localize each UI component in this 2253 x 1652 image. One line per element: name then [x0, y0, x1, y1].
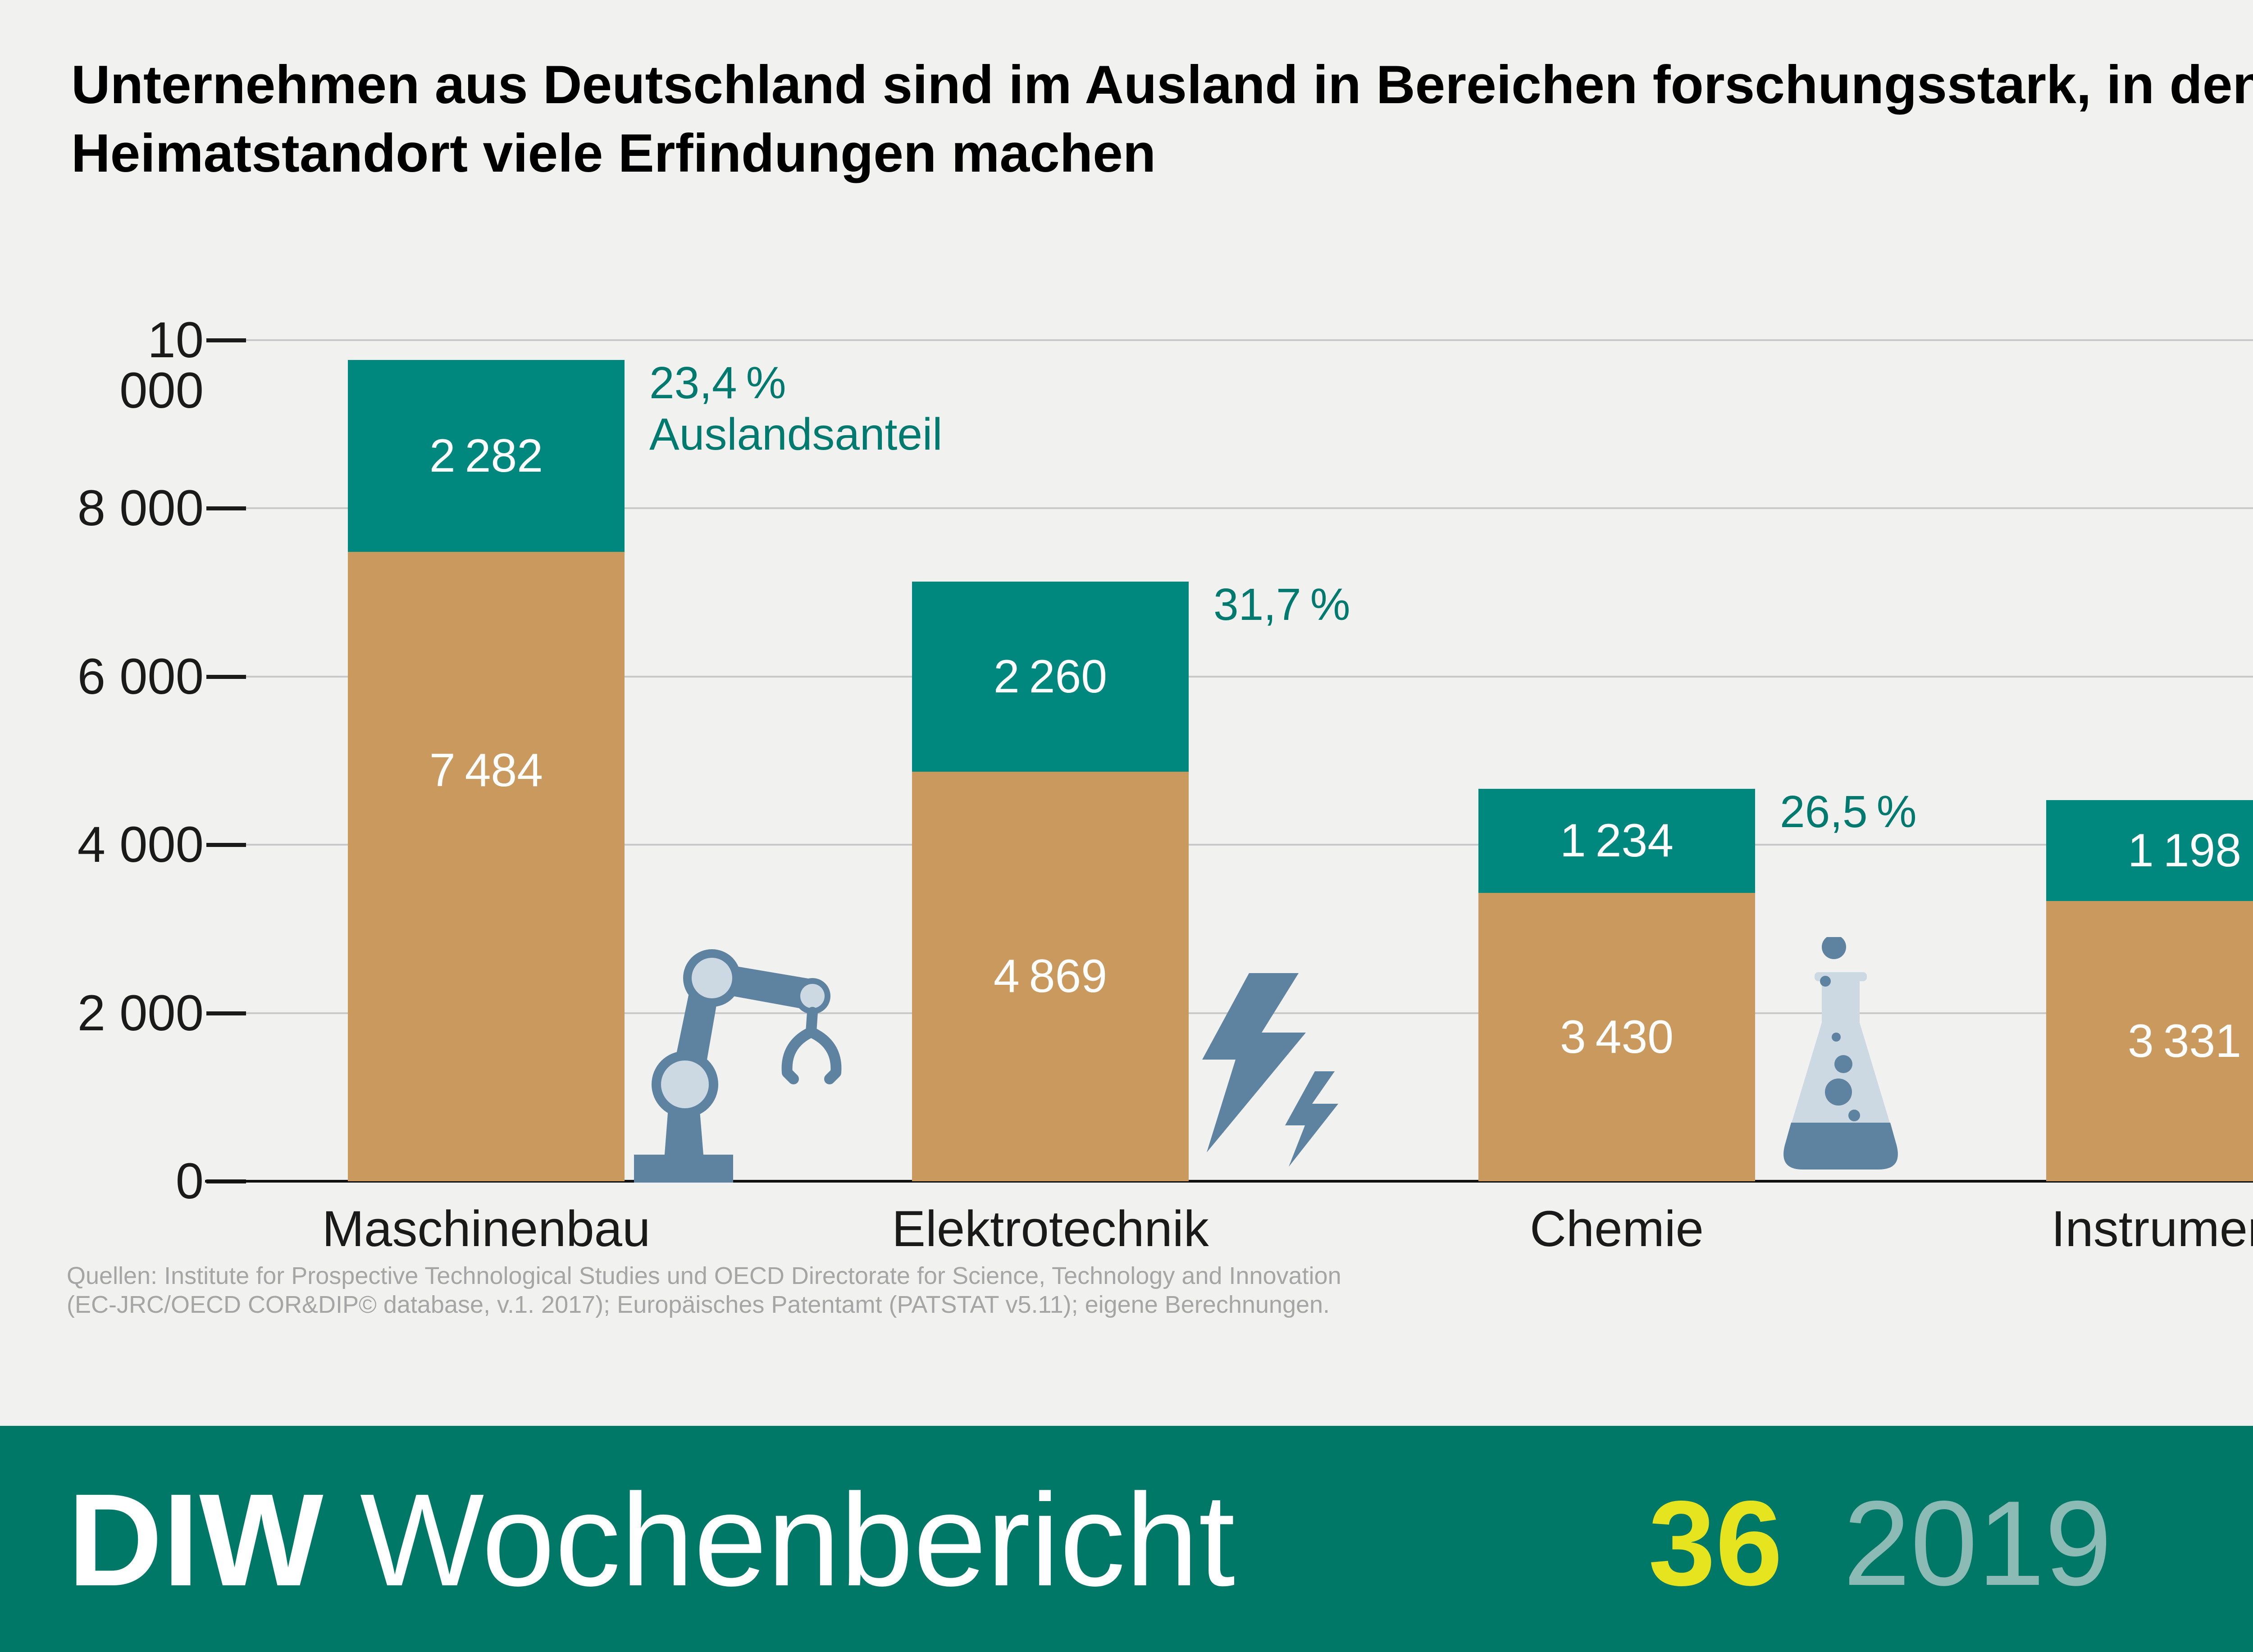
- bar-deutschland-0: [348, 551, 625, 1181]
- category-label-0: Maschinenbau: [322, 1201, 651, 1257]
- category-label-1: Elektrotechnik: [892, 1201, 1209, 1257]
- pct-annotation-note: Auslandsanteil: [649, 409, 943, 460]
- chart-title-line1: Unternehmen aus Deutschland sind im Ausl…: [71, 55, 2253, 115]
- footer-band: [0, 1426, 2253, 1652]
- pct-annotation-2: 26,5 %: [1780, 787, 1917, 837]
- ytick-dash-2000: [206, 1011, 246, 1015]
- value-deutschland-2: 3 430: [1560, 1010, 1674, 1063]
- bar-deutschland-3: [2046, 901, 2253, 1181]
- bar-ausland-3: [2046, 800, 2253, 901]
- value-ausland-0: 2 282: [429, 429, 543, 482]
- footer-wordmark: DIW Wochenbericht: [68, 1472, 1235, 1607]
- footer-issue: 36 2019: [1648, 1481, 2112, 1605]
- bar-deutschland-2: [1478, 892, 1755, 1181]
- gridline-6000: [246, 675, 2253, 678]
- robot-arm-icon: [634, 949, 842, 1183]
- gridline-4000: [246, 844, 2253, 846]
- ytick-dash-6000: [206, 674, 246, 679]
- flask-icon: [1783, 937, 1898, 1170]
- source-note: Quellen: Institute for Prospective Techn…: [67, 1261, 1341, 1319]
- issue-number: 36: [1648, 1475, 1783, 1611]
- ytick-dash-8000: [206, 506, 246, 511]
- ytick-label-8000: 8 000: [77, 480, 204, 537]
- value-deutschland-0: 7 484: [429, 744, 543, 797]
- value-deutschland-3: 3 331: [2127, 1015, 2242, 1068]
- x-axis-line: [205, 1180, 2253, 1183]
- ytick-dash-4000: [206, 843, 246, 847]
- value-ausland-1: 2 260: [993, 650, 1108, 703]
- issue-year: 2019: [1843, 1475, 2112, 1611]
- chart-title-line2: Heimatstandort viele Erfindungen machen: [71, 123, 1156, 183]
- value-deutschland-1: 4 869: [993, 950, 1108, 1003]
- gridline-8000: [246, 507, 2253, 510]
- ytick-label-4000: 4 000: [77, 816, 204, 873]
- bar-ausland-1: [912, 582, 1189, 772]
- value-ausland-2: 1 234: [1560, 815, 1674, 867]
- bar-deutschland-1: [912, 771, 1189, 1181]
- source-line2: (EC-JRC/OECD COR&DIP© database, v.1. 201…: [67, 1291, 1330, 1318]
- footer-brand-regular: Wochenbericht: [360, 1466, 1236, 1613]
- pct-annotation-1: 31,7 %: [1213, 579, 1350, 630]
- pct-annotation-0: 23,4 % Auslandsanteil: [649, 357, 943, 460]
- lightning-icon: [1202, 973, 1338, 1167]
- ytick-label-6000: 6 000: [77, 648, 204, 705]
- value-ausland-3: 1 198: [2127, 824, 2242, 877]
- ytick-label-10000: 10 000: [119, 312, 204, 419]
- category-label-3: Instrumente: [2051, 1201, 2253, 1257]
- chart-title: Unternehmen aus Deutschland sind im Ausl…: [71, 50, 2253, 187]
- bar-ausland-0: [348, 360, 625, 552]
- bar-ausland-2: [1478, 789, 1755, 893]
- category-label-2: Chemie: [1530, 1201, 1704, 1257]
- ytick-label-2000: 2 000: [77, 984, 204, 1041]
- source-line1: Quellen: Institute for Prospective Techn…: [67, 1262, 1341, 1289]
- ytick-dash-10000: [206, 338, 246, 342]
- ytick-label-0: 0: [175, 1153, 204, 1209]
- gridline-10000: [246, 339, 2253, 341]
- footer-brand-bold: DIW: [68, 1466, 324, 1613]
